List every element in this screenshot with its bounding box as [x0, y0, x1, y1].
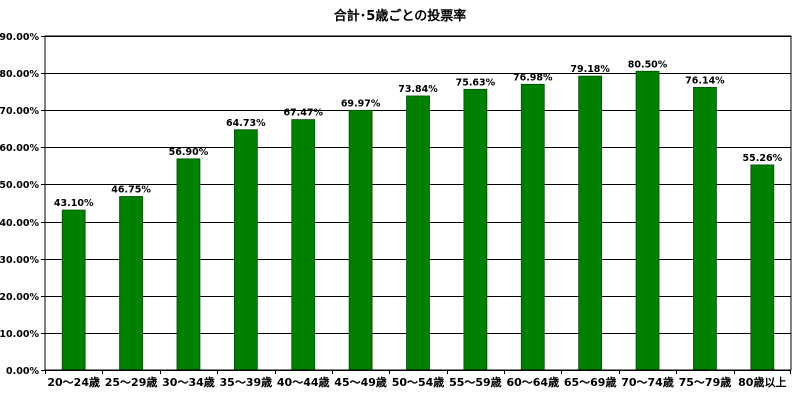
- y-tick-label: 40.00%: [0, 218, 39, 229]
- data-label: 75.63%: [456, 77, 496, 88]
- y-tick-label: 70.00%: [0, 106, 39, 117]
- x-category-label: 40～44歳: [277, 375, 330, 389]
- data-label: 79.18%: [570, 64, 610, 75]
- y-tick-label: 80.00%: [0, 69, 39, 80]
- x-category-label: 80歳以上: [738, 375, 786, 389]
- x-category-label: 35～39歳: [220, 375, 273, 389]
- y-tick-label: 90.00%: [0, 32, 39, 43]
- bar-1: [61, 209, 86, 371]
- y-tick-label: 0.00%: [6, 366, 39, 377]
- data-label: 69.97%: [341, 98, 381, 109]
- bar-6: [348, 109, 373, 371]
- x-category-label: 75～79歳: [679, 375, 732, 389]
- y-axis: 0.00% 10.00% 20.00% 30.00% 40.00% 50.00% 60.00…: [0, 32, 45, 377]
- data-label: 73.84%: [398, 84, 438, 95]
- x-category-label: 55～59歳: [449, 375, 502, 389]
- x-category-label: 65～69歳: [564, 375, 617, 389]
- x-category-label: 45～49歳: [334, 375, 387, 389]
- chart-title: 合計･5歳ごとの投票率: [334, 8, 466, 24]
- bar-9: [520, 83, 545, 371]
- bars: [61, 70, 775, 371]
- x-category-label: 25～29歳: [105, 375, 158, 389]
- data-label: 76.14%: [685, 75, 725, 86]
- y-tick-label: 20.00%: [0, 292, 39, 303]
- bar-3: [176, 158, 201, 371]
- data-label: 80.50%: [628, 59, 668, 70]
- data-labels: 43.10% 46.75% 56.90% 64.73% 67.47% 69.97% 73.8…: [54, 59, 783, 209]
- x-axis: 20～24歳 25～29歳 30～34歳 35～39歳 40～44歳 45～49歳 50～5…: [45, 370, 791, 389]
- x-category-label: 50～54歳: [392, 375, 445, 389]
- bar-7: [406, 95, 430, 371]
- bar-8: [463, 88, 488, 371]
- y-tick-label: 60.00%: [0, 143, 39, 154]
- x-category-label: 60～64歳: [506, 375, 559, 389]
- y-tick-label: 50.00%: [0, 180, 39, 191]
- data-label: 46.75%: [111, 185, 151, 196]
- bar-12: [693, 87, 717, 371]
- bar-4: [233, 129, 258, 371]
- data-label: 43.10%: [54, 198, 94, 209]
- bar-10: [578, 75, 603, 371]
- data-label: 67.47%: [283, 108, 323, 119]
- bar-2: [119, 196, 143, 371]
- bar-5: [291, 119, 316, 371]
- data-label: 64.73%: [226, 118, 266, 129]
- x-category-label: 70～74歳: [621, 375, 674, 389]
- y-tick-label: 30.00%: [0, 255, 39, 266]
- y-tick-label: 10.00%: [0, 329, 39, 340]
- bar-13: [750, 164, 775, 371]
- plot-area-frame: [44, 35, 792, 371]
- data-label: 56.90%: [169, 147, 209, 158]
- data-label: 76.98%: [513, 72, 553, 83]
- x-category-label: 20～24歳: [47, 375, 100, 389]
- data-label: 55.26%: [743, 153, 783, 164]
- bar-11: [635, 70, 660, 371]
- x-category-label: 30～34歳: [162, 375, 215, 389]
